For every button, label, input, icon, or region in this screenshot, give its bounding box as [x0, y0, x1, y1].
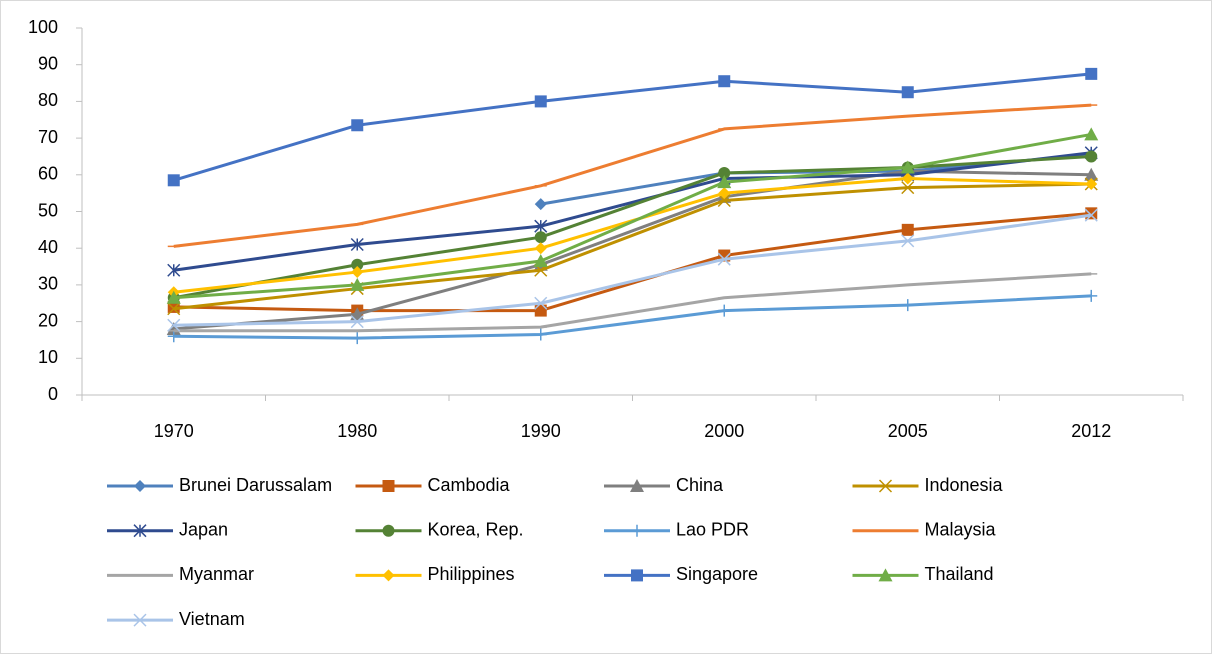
- marker: [534, 242, 547, 255]
- marker: [901, 223, 914, 236]
- legend-label: Malaysia: [925, 519, 997, 539]
- y-tick-label: 100: [28, 17, 58, 37]
- y-tick-label: 50: [38, 200, 58, 220]
- legend-label: Vietnam: [179, 609, 245, 629]
- series-line: [173, 272, 1092, 333]
- marker: [350, 315, 364, 329]
- marker: [351, 119, 364, 132]
- x-tick-label: 2005: [888, 421, 928, 441]
- marker: [382, 480, 395, 492]
- series-line: [173, 211, 1092, 313]
- y-tick-label: 90: [38, 53, 58, 73]
- marker: [900, 160, 915, 174]
- marker: [718, 249, 731, 262]
- marker: [534, 296, 548, 310]
- y-tick-label: 70: [38, 127, 58, 147]
- legend-label: China: [676, 475, 724, 495]
- legend-label: Lao PDR: [676, 519, 749, 539]
- marker: [534, 95, 547, 108]
- y-tick-label: 60: [38, 164, 58, 184]
- series-line: [173, 182, 1092, 311]
- marker: [1085, 207, 1098, 220]
- series-line: [173, 72, 1092, 182]
- legend-label: Myanmar: [179, 564, 254, 584]
- marker: [350, 277, 365, 291]
- marker: [534, 231, 547, 244]
- x-tick-label: 1980: [337, 421, 377, 441]
- marker: [901, 234, 915, 248]
- marker: [718, 187, 731, 200]
- series-line: [173, 154, 1092, 300]
- marker: [167, 174, 180, 187]
- marker: [878, 479, 893, 493]
- marker: [167, 330, 180, 343]
- legend-label: Indonesia: [925, 475, 1004, 495]
- marker: [718, 304, 731, 317]
- marker: [382, 524, 395, 537]
- marker: [534, 304, 547, 317]
- y-tick-label: 0: [48, 384, 58, 404]
- legend-label: Singapore: [676, 564, 758, 584]
- marker: [351, 332, 364, 345]
- legend-label: Brunei Darussalam: [179, 475, 332, 495]
- y-tick-label: 30: [38, 274, 58, 294]
- marker: [1084, 208, 1098, 222]
- marker: [901, 172, 914, 185]
- marker: [351, 266, 364, 279]
- marker: [718, 75, 731, 88]
- y-tick-label: 10: [38, 347, 58, 367]
- y-tick-label: 40: [38, 237, 58, 257]
- series-line: [173, 132, 1092, 300]
- series-line: [173, 151, 1092, 272]
- marker: [166, 290, 181, 304]
- series-line: [173, 103, 1092, 248]
- marker: [1084, 127, 1099, 141]
- x-tick-label: 1970: [154, 421, 194, 441]
- marker: [167, 302, 181, 316]
- marker: [717, 252, 731, 266]
- marker: [533, 254, 548, 268]
- legend-label: Cambodia: [428, 475, 511, 495]
- marker: [718, 166, 731, 179]
- legend-label: Philippines: [428, 564, 515, 584]
- marker: [631, 569, 643, 582]
- x-tick-label: 1990: [521, 421, 561, 441]
- marker: [878, 568, 893, 582]
- marker: [167, 318, 181, 332]
- marker: [534, 328, 547, 341]
- y-tick-label: 20: [38, 310, 58, 330]
- legend-label: Japan: [179, 519, 228, 539]
- marker: [717, 193, 731, 208]
- marker: [134, 480, 146, 492]
- marker: [534, 219, 548, 233]
- marker: [1085, 67, 1098, 80]
- marker: [717, 175, 732, 189]
- series-line: [173, 213, 1092, 327]
- legend-label: Korea, Rep.: [428, 519, 524, 539]
- marker: [1085, 177, 1098, 190]
- marker: [901, 86, 914, 99]
- series-line: [173, 294, 1092, 340]
- marker: [382, 569, 395, 582]
- legend-label: Thailand: [925, 564, 994, 584]
- marker: [167, 263, 181, 277]
- marker: [534, 198, 547, 211]
- marker: [901, 299, 914, 312]
- marker: [1085, 150, 1098, 163]
- marker: [1085, 289, 1098, 302]
- marker: [350, 237, 364, 252]
- marker: [901, 181, 915, 195]
- marker: [630, 479, 644, 492]
- marker: [133, 524, 147, 538]
- x-tick-label: 2000: [704, 421, 744, 441]
- marker: [351, 258, 364, 271]
- marker: [350, 307, 365, 321]
- marker: [133, 613, 147, 627]
- marker: [631, 524, 643, 537]
- y-tick-label: 80: [38, 90, 58, 110]
- x-tick-label: 2012: [1071, 421, 1111, 441]
- marker: [1084, 167, 1099, 181]
